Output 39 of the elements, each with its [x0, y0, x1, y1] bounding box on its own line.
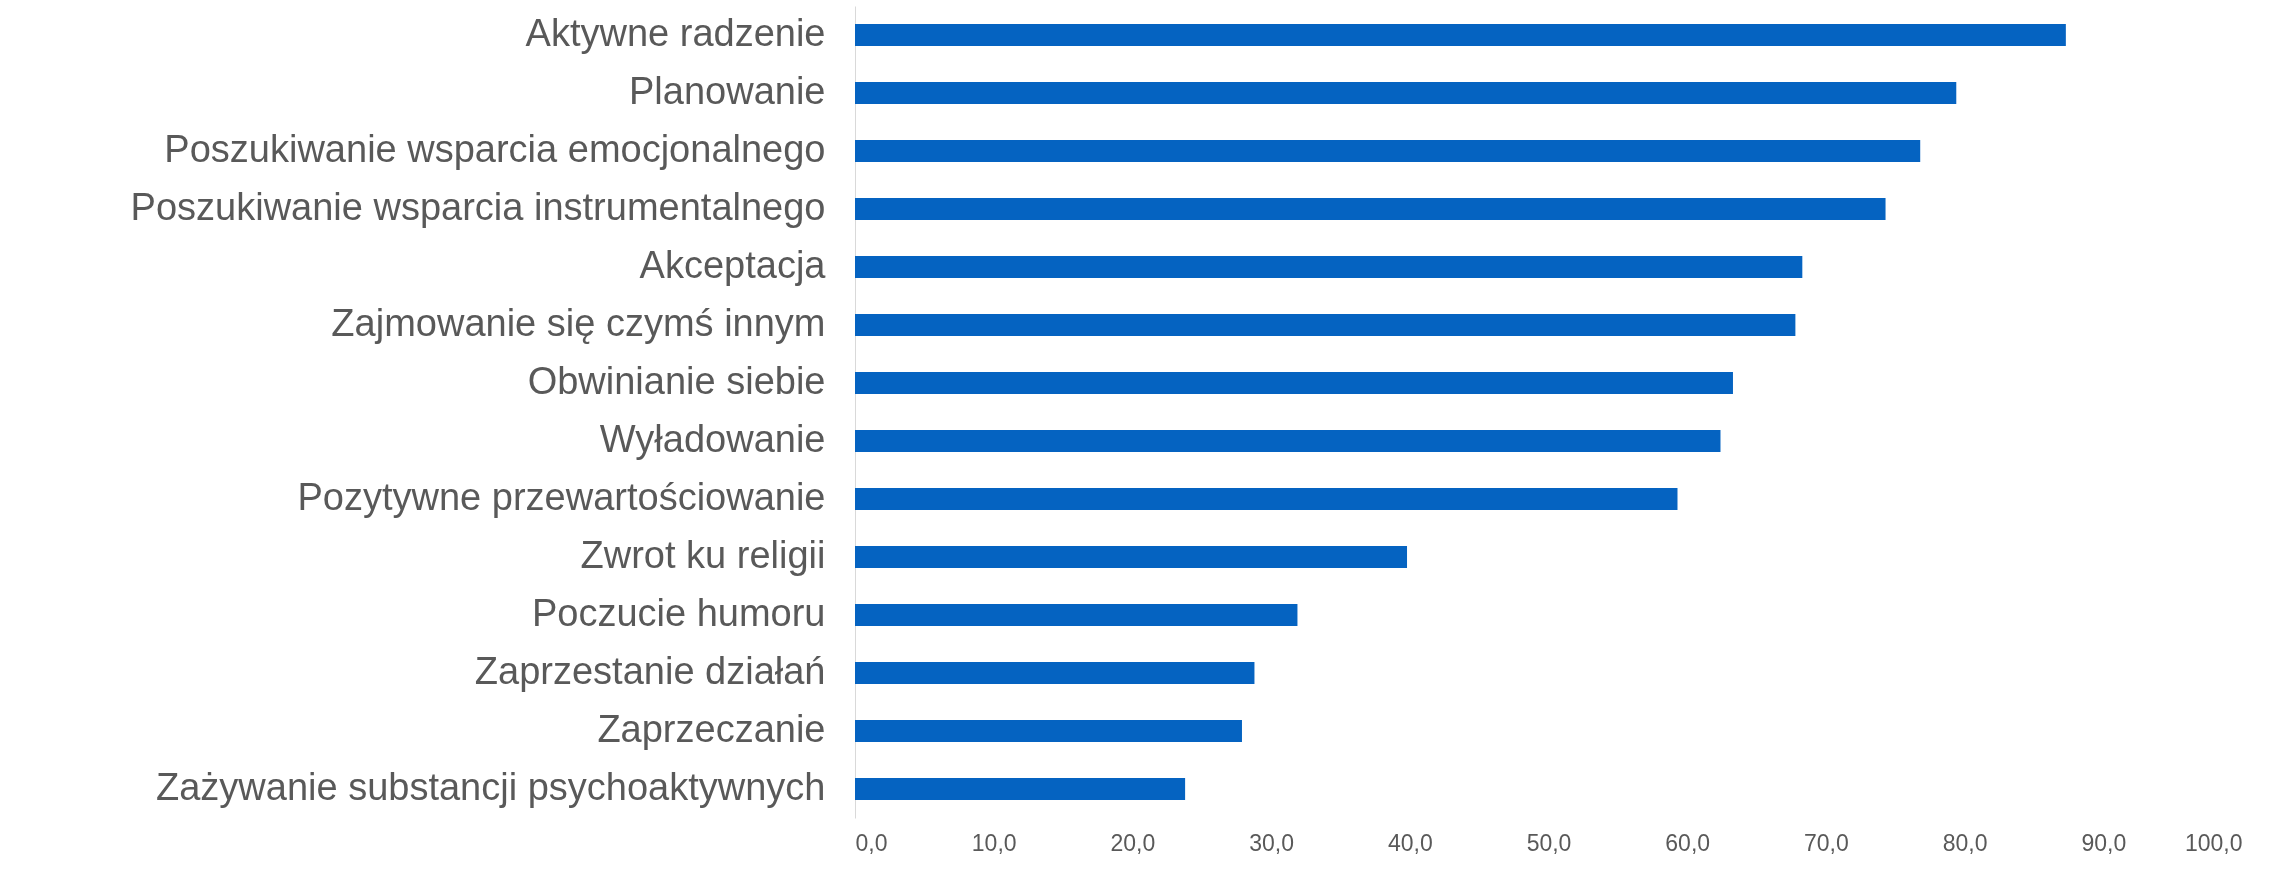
bar: [855, 255, 1803, 279]
bar: [855, 139, 1921, 163]
y-tick-label: Wyładowanie: [599, 418, 826, 460]
bar: [855, 23, 2066, 47]
bar: [855, 719, 1242, 743]
x-tick-label: 30,0: [1249, 829, 1294, 856]
bar: [855, 777, 1186, 801]
y-tick-label: Poszukiwanie wsparcia emocjonalnego: [164, 128, 826, 170]
bar: [855, 661, 1255, 685]
x-tick-label: 20,0: [1110, 829, 1156, 856]
bar: [855, 313, 1796, 337]
x-tick-label: 0,0: [855, 829, 888, 856]
y-tick-label: Planowanie: [629, 70, 826, 112]
x-tick-label: 60,0: [1665, 829, 1711, 856]
y-tick-label: Zajmowanie się czymś innym: [331, 302, 826, 344]
x-tick-label: 50,0: [1526, 829, 1572, 856]
bar: [855, 487, 1678, 511]
x-tick-label: 90,0: [2081, 829, 2127, 856]
x-tick-label: 40,0: [1387, 829, 1433, 856]
y-tick-label: Poszukiwanie wsparcia instrumentalnego: [130, 186, 826, 228]
bar: [855, 371, 1733, 395]
y-tick-label: Akceptacja: [639, 244, 827, 286]
y-tick-label: Zaprzestanie działań: [474, 650, 826, 692]
y-tick-label: Pozytywne przewartościowanie: [297, 476, 826, 518]
bar: [855, 603, 1298, 627]
y-tick-label: Zażywanie substancji psychoaktywnych: [155, 766, 826, 808]
x-tick-label: 10,0: [971, 829, 1017, 856]
x-tick-label: 100,0: [2184, 829, 2243, 856]
bar: [855, 545, 1408, 569]
y-tick-label: Obwinianie siebie: [527, 360, 826, 402]
x-tick-label: 80,0: [1942, 829, 1988, 856]
y-tick-label: Zaprzeczanie: [597, 708, 826, 750]
y-tick-label: Zwrot ku religii: [580, 534, 826, 576]
y-tick-label: Aktywne radzenie: [525, 12, 826, 54]
y-tick-label: Poczucie humoru: [531, 592, 826, 634]
bar: [855, 429, 1721, 453]
bar: [855, 81, 1957, 105]
x-tick-label: 70,0: [1804, 829, 1849, 856]
bar: [855, 197, 1886, 221]
